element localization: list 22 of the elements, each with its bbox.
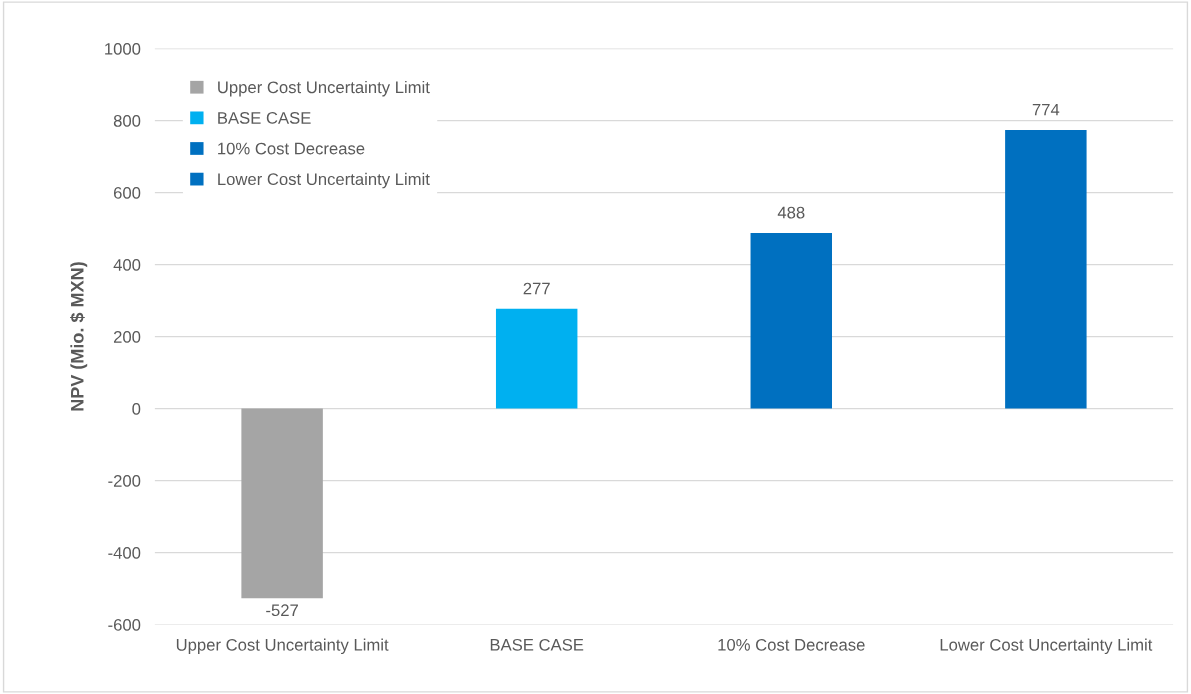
y-tick-label: 400 xyxy=(113,258,141,271)
y-tick-label: -200 xyxy=(108,475,141,487)
y-tick-label: 600 xyxy=(113,186,141,199)
y-tick-label: 1000 xyxy=(105,42,141,55)
y-tick-label: -400 xyxy=(108,547,141,559)
y-axis-title: NPV (Mio. $ MXN) xyxy=(70,262,88,411)
legend-label: BASE CASE xyxy=(218,112,311,124)
legend-label: 10% Cost Decrease xyxy=(218,142,365,155)
y-tick-label: 200 xyxy=(113,330,141,343)
x-tick-label: Upper Cost Uncertainty Limit xyxy=(176,638,389,655)
y-tick-label: 0 xyxy=(132,402,141,415)
x-tick-label: Lower Cost Uncertainty Limit xyxy=(940,638,1153,655)
data-label: 774 xyxy=(1032,103,1060,116)
x-tick-label: 10% Cost Decrease xyxy=(718,638,865,651)
legend-label: Lower Cost Uncertainty Limit xyxy=(218,172,430,189)
y-tick-label: 800 xyxy=(113,114,141,127)
data-label: 277 xyxy=(523,282,550,295)
data-label: 488 xyxy=(777,206,805,219)
data-label: -527 xyxy=(266,604,298,617)
x-tick-label: BASE CASE xyxy=(490,638,584,651)
y-tick-label: -600 xyxy=(108,619,141,631)
legend-label: Upper Cost Uncertainty Limit xyxy=(218,80,430,97)
